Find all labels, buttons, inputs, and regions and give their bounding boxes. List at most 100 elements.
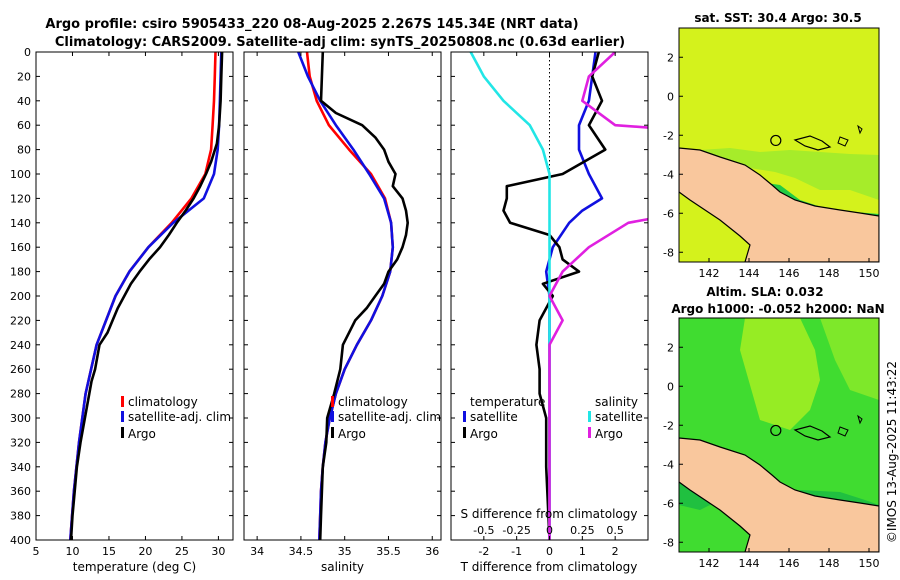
map-x-tick-label: 150 — [859, 557, 880, 570]
legend-swatch-satellite — [331, 411, 334, 422]
x-tick-label: 34.5 — [289, 545, 314, 558]
legend-swatch-climatology — [331, 396, 334, 407]
sla-land — [679, 437, 879, 552]
y-tick-label: 80 — [17, 144, 31, 157]
map-x-tick-label: 146 — [779, 267, 800, 280]
y-tick-label: 140 — [10, 217, 31, 230]
y-tick-label: 200 — [10, 290, 31, 303]
y-tick-label: 360 — [10, 485, 31, 498]
map-x-tick-label: 150 — [859, 267, 880, 280]
legend-title-salinity: salinity — [595, 395, 638, 409]
x-tick-label: 35.5 — [376, 545, 401, 558]
map-x-tick-label: 148 — [819, 557, 840, 570]
sst-cooler-band — [679, 148, 879, 200]
salinity-x-tick-label: 0 — [546, 524, 553, 537]
sla-high-anomaly — [740, 318, 820, 430]
y-tick-label: 0 — [24, 46, 31, 59]
series-satellite-adj-clim — [69, 52, 223, 540]
legend-label-argo: Argo — [470, 427, 498, 441]
map-x-tick-label: 146 — [779, 557, 800, 570]
legend-label-climatology: climatology — [338, 395, 408, 409]
legend-swatch-sal-argo — [588, 427, 591, 438]
sst-map-panel: sat. SST: 30.4 Argo: 30.5 142 144 146 148 15… — [663, 11, 880, 280]
y-tick-label: 380 — [10, 510, 31, 523]
map-x-tick-label: 148 — [819, 267, 840, 280]
series-climatology — [305, 52, 395, 540]
salinity-x-tick-label: 0.25 — [570, 524, 595, 537]
y-tick-label: 300 — [10, 412, 31, 425]
difference-plot-area — [469, 52, 648, 540]
series-satellite-adj-clim — [297, 52, 395, 540]
temperature-ticks: 5 10 15 20 25 3002040608010012014016018020022… — [10, 46, 233, 558]
sla-map-title: Altim. SLA: 0.032 — [706, 285, 823, 299]
legend-swatch-sal-satellite — [588, 411, 591, 422]
map-x-tick-label: 142 — [699, 267, 720, 280]
map-y-tick-label: 0 — [667, 380, 674, 393]
figure-title-line1: Argo profile: csiro 5905433_220 08-Aug-2… — [45, 17, 578, 32]
legend-label-climatology: climatology — [128, 395, 198, 409]
sla-argo-location-marker — [770, 424, 782, 437]
temperature-legend: climatology satellite-adj. clim Argo — [121, 395, 231, 441]
y-tick-label: 180 — [10, 266, 31, 279]
sla-island-2 — [837, 426, 849, 437]
imos-watermark: ©IMOS 13-Aug-2025 11:43:22 — [885, 361, 899, 543]
sla-map-subtitle: Argo h1000: -0.052 h2000: NaN — [671, 302, 884, 316]
salinity-panel: 34 34.5 35 35.5 36 salinity climatology sate… — [243, 51, 442, 574]
map-x-tick-label: 144 — [739, 557, 760, 570]
legend-swatch-satellite — [463, 411, 466, 422]
sst-map-title: sat. SST: 30.4 Argo: 30.5 — [694, 11, 861, 25]
legend-swatch-argo — [121, 427, 124, 438]
y-tick-label: 60 — [17, 119, 31, 132]
salinity-x-tick-label: -0.5 — [473, 524, 494, 537]
x-tick-label: 30 — [211, 545, 225, 558]
difference-ticks: -2 -1 0 1 2 -0.5 -0.25 0 0.25 0.5 — [451, 51, 648, 558]
temperature-panel: 5 10 15 20 25 3002040608010012014016018020022… — [10, 46, 234, 574]
map-y-tick-label: -8 — [663, 536, 674, 549]
series-temperature-argo — [502, 52, 607, 540]
temperature-plot-area — [69, 52, 224, 540]
map-y-tick-label: -8 — [663, 246, 674, 259]
sst-map-ticks: 142 144 146 148 150 2 0 -2 -4 -6 -8 — [663, 51, 879, 280]
y-tick-label: 20 — [17, 70, 31, 83]
series-salinity-satellite — [469, 52, 551, 540]
difference-panel: -2 -1 0 1 2 -0.5 -0.25 0 0.25 0.5 T difference fr… — [450, 51, 649, 574]
y-tick-label: 400 — [10, 534, 31, 547]
x-tick-label: 1 — [579, 545, 586, 558]
y-tick-label: 340 — [10, 461, 31, 474]
legend-label-argo: Argo — [338, 427, 366, 441]
difference-legend-salinity: salinity satellite Argo — [588, 395, 643, 441]
salinity-difference-xlabel: S difference from climatology — [461, 507, 638, 521]
sst-island-2 — [837, 136, 849, 147]
series-temperature-satellite — [544, 52, 604, 540]
map-y-tick-label: -4 — [663, 458, 674, 471]
y-tick-label: 100 — [10, 168, 31, 181]
y-tick-label: 280 — [10, 388, 31, 401]
x-tick-label: 10 — [65, 545, 79, 558]
series-argo — [69, 52, 224, 540]
map-y-tick-label: -4 — [663, 168, 674, 181]
legend-label-argo: Argo — [128, 427, 156, 441]
x-tick-label: 34 — [250, 545, 264, 558]
sla-map-frame — [678, 317, 880, 553]
legend-swatch-climatology — [121, 396, 124, 407]
map-y-tick-label: -6 — [663, 207, 674, 220]
map-x-tick-label: 142 — [699, 557, 720, 570]
legend-label-sal-satellite: satellite — [595, 410, 643, 424]
sst-land — [679, 147, 879, 262]
figure-title-line2: Climatology: CARS2009. Satellite-adj cli… — [55, 35, 625, 50]
salinity-x-tick-label: -0.25 — [502, 524, 530, 537]
sla-island-1 — [793, 425, 832, 441]
series-argo — [318, 52, 410, 540]
map-y-tick-label: 2 — [667, 341, 674, 354]
x-tick-label: 0 — [546, 545, 553, 558]
x-tick-label: 20 — [138, 545, 152, 558]
salinity-plot-area — [297, 52, 410, 540]
x-tick-label: -1 — [511, 545, 522, 558]
map-x-tick-label: 144 — [739, 267, 760, 280]
sla-high-anomaly-2 — [820, 318, 879, 400]
legend-swatch-satellite — [121, 411, 124, 422]
legend-label-satellite: satellite-adj. clim — [338, 410, 441, 424]
salinity-ticks: 34 34.5 35 35.5 36 — [244, 51, 441, 558]
y-tick-label: 120 — [10, 192, 31, 205]
